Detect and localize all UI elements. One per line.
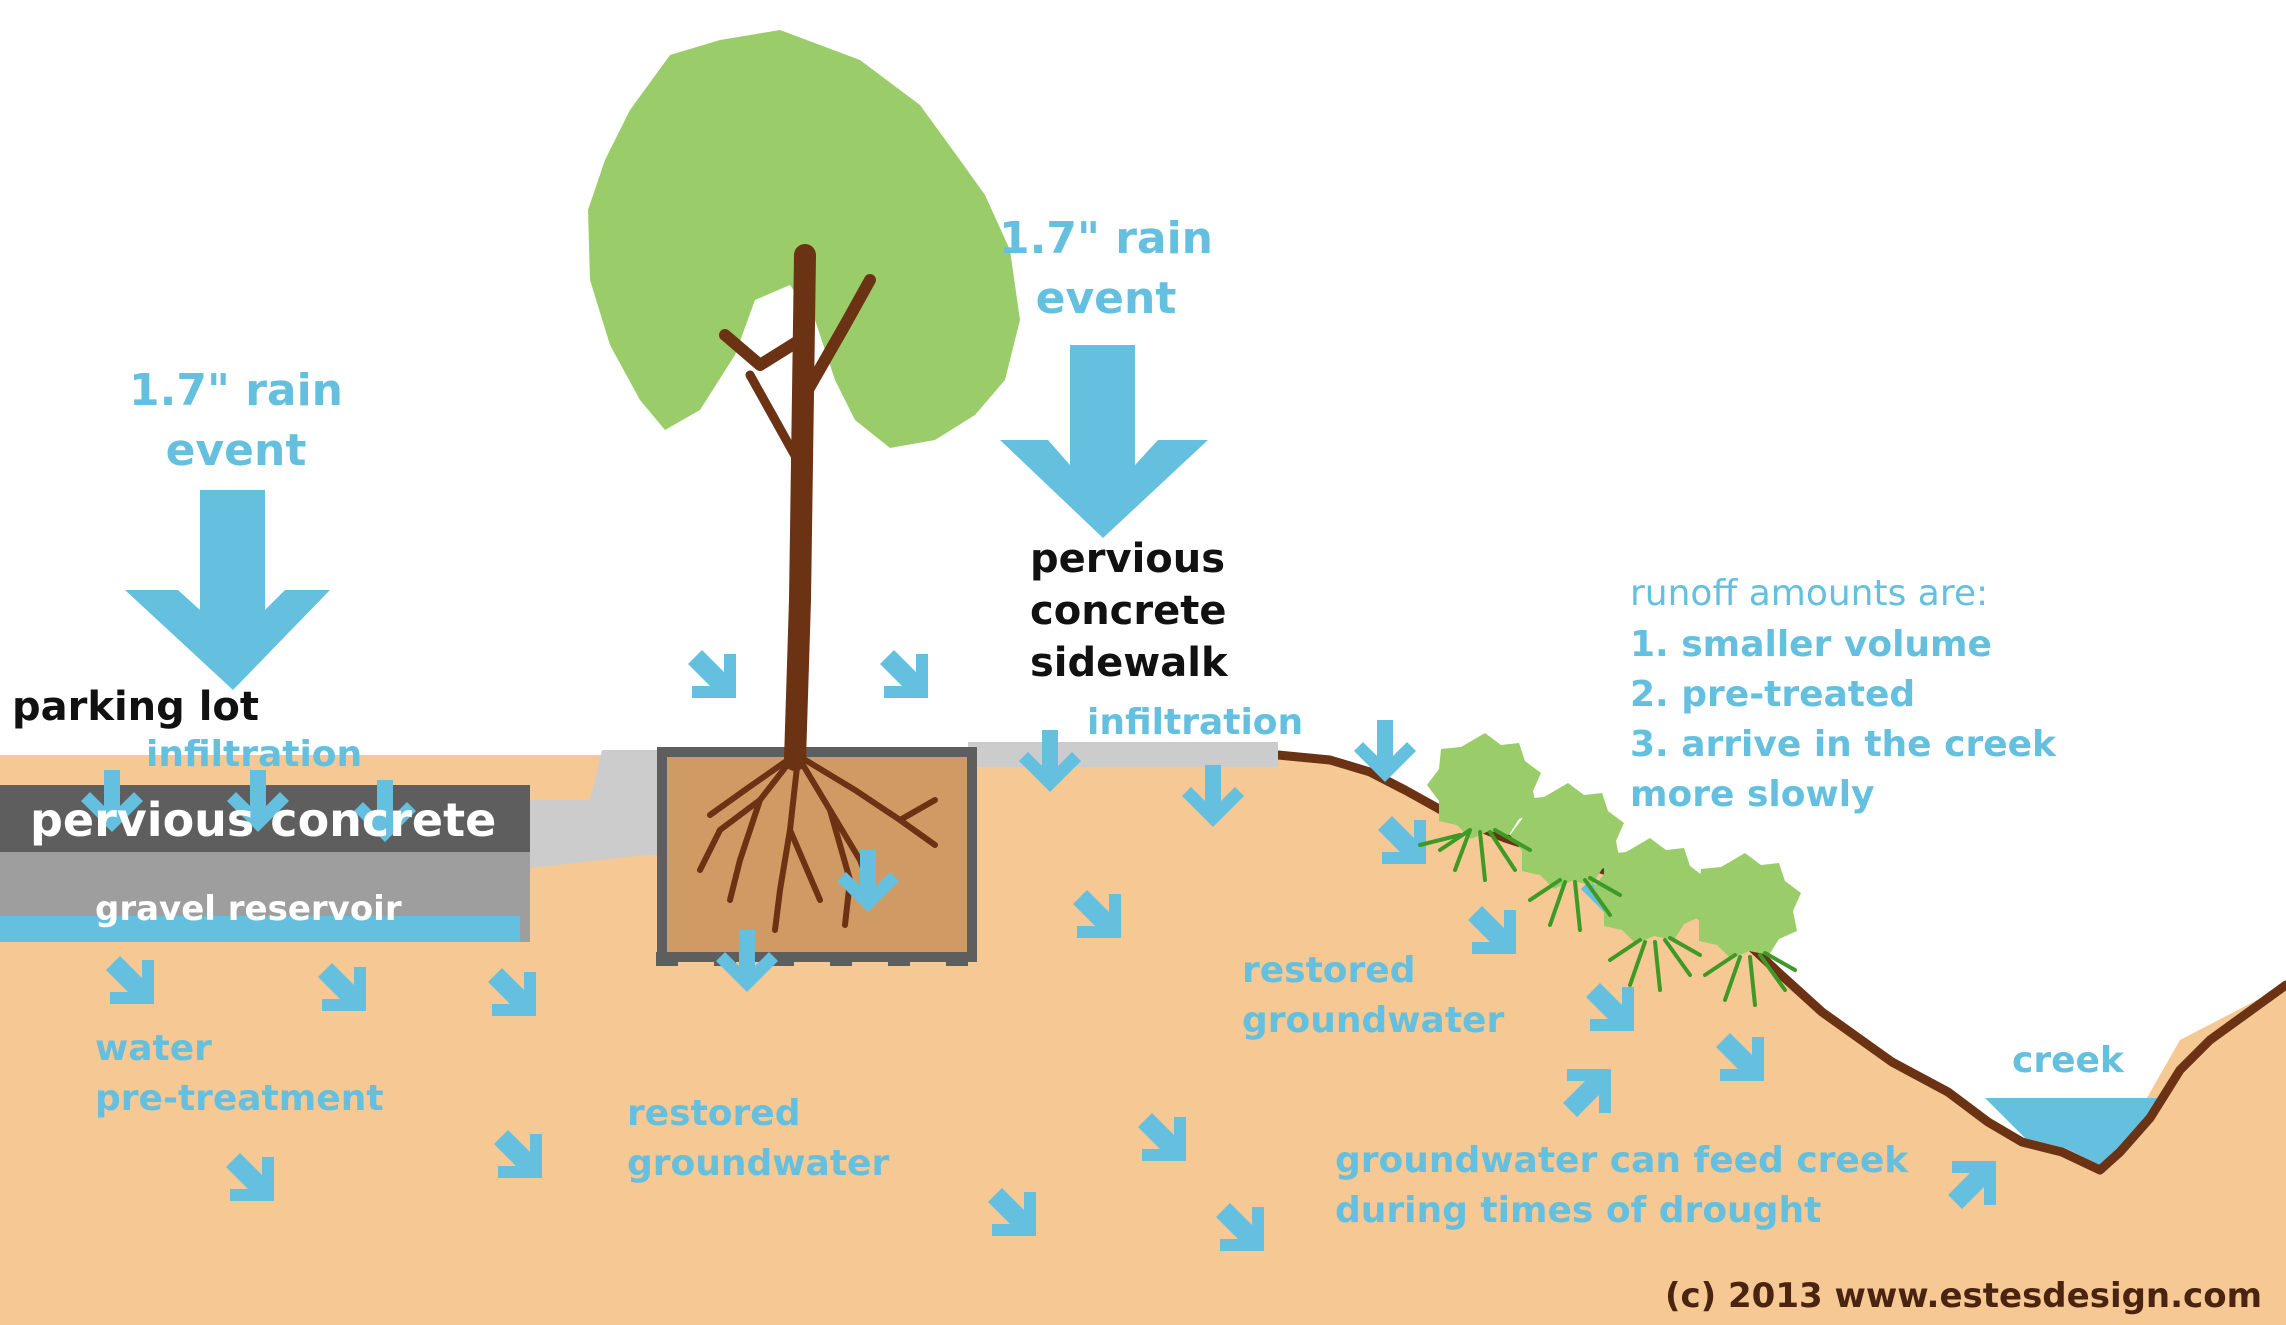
runoff-item-1: 1. smaller volume <box>1630 624 1992 665</box>
rain-label-center-line1: 1.7" rain <box>999 213 1213 264</box>
rain-label-left-line2: event <box>166 425 307 476</box>
groundwater-feed-line1: groundwater can feed creek <box>1335 1140 1909 1181</box>
root-icon <box>1418 828 1797 1007</box>
planter-box <box>657 747 977 962</box>
gravel-water-line <box>0 916 520 942</box>
sidewalk-slab <box>968 742 1278 767</box>
creek-label: creek <box>2012 1040 2125 1081</box>
creek-water <box>1985 1098 2168 1165</box>
pervious-concrete-label: pervious concrete <box>30 793 496 847</box>
rain-label-left-line1: 1.7" rain <box>129 365 343 416</box>
soil-ground <box>0 752 2286 1325</box>
sidewalk-label-line2: concrete <box>1030 588 1226 634</box>
rain-arrow-icon <box>1000 345 1208 538</box>
infiltration-left-label: infiltration <box>146 734 362 775</box>
sidewalk-label-line1: pervious <box>1030 536 1225 582</box>
restored-groundwater-left-line2: groundwater <box>627 1143 889 1184</box>
runoff-item-3-cont: more slowly <box>1630 774 1875 815</box>
runoff-title: runoff amounts are: <box>1630 573 1988 614</box>
copyright-credit: (c) 2013 www.estesdesign.com <box>1665 1276 2262 1316</box>
restored-groundwater-right-line2: groundwater <box>1242 1000 1504 1041</box>
gravel-reservoir-label: gravel reservoir <box>95 889 402 929</box>
tree-trunk <box>719 244 876 771</box>
tree-canopy <box>588 30 1020 448</box>
runoff-item-2: 2. pre-treated <box>1630 674 1915 715</box>
sidewalk-label-line3: sidewalk <box>1030 640 1229 686</box>
runoff-item-3: 3. arrive in the creek <box>1630 724 2057 765</box>
water-pretreatment-line1: water <box>95 1028 212 1069</box>
groundwater-feed-line2: during times of drought <box>1335 1190 1821 1231</box>
infiltration-right-label: infiltration <box>1087 702 1303 743</box>
water-pretreatment-line2: pre-treatment <box>95 1078 384 1119</box>
restored-groundwater-left-line1: restored <box>627 1093 800 1134</box>
restored-groundwater-right-line1: restored <box>1242 950 1415 991</box>
rain-arrow-icon <box>125 490 330 690</box>
rain-label-center-line2: event <box>1036 273 1177 324</box>
parking-lot-label: parking lot <box>12 684 259 730</box>
